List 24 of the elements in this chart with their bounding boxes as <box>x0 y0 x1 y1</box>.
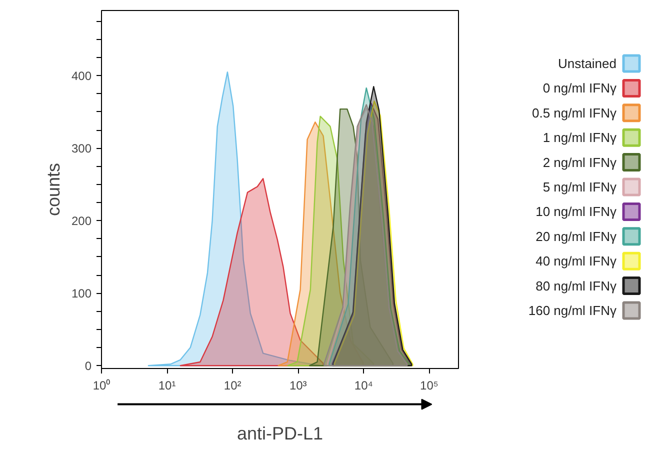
legend-label: 1 ng/ml IFNγ <box>542 130 617 146</box>
x-tick-label: 10² <box>224 378 242 392</box>
legend-label: 160 ng/ml IFNγ <box>528 303 617 318</box>
y-axis-title: counts <box>43 162 64 216</box>
legend-label: 2 ng/ml IFNγ <box>542 154 617 170</box>
x-tick-label: 10⁵ <box>420 378 438 392</box>
legend-label: 80 ng/ml IFNγ <box>536 278 617 294</box>
y-tick-label: 100 <box>71 286 92 301</box>
y-tick-label: 0 <box>84 359 92 374</box>
legend-label: Unstained <box>558 56 617 71</box>
x-tick-label: 10⁴ <box>354 378 373 392</box>
legend-label: 10 ng/ml IFNγ <box>536 204 617 220</box>
x-axis-title: anti-PD-L1 <box>236 424 324 444</box>
legend-label: 40 ng/ml IFNγ <box>536 254 617 269</box>
legend-label: 0 ng/ml IFNγ <box>542 80 617 96</box>
x-tick-label: 10⁰ <box>92 378 110 392</box>
legend-label: 5 ng/ml IFNγ <box>542 180 617 194</box>
y-tick-label: 300 <box>71 142 92 156</box>
x-tick-label: 10³ <box>289 378 307 392</box>
y-tick-label: 400 <box>71 69 92 84</box>
x-tick-label: 10¹ <box>158 378 176 392</box>
legend-label: 20 ng/ml IFNγ <box>536 228 617 244</box>
y-tick-label: 200 <box>71 214 92 228</box>
legend-label: 0.5 ng/ml IFNγ <box>532 105 617 120</box>
